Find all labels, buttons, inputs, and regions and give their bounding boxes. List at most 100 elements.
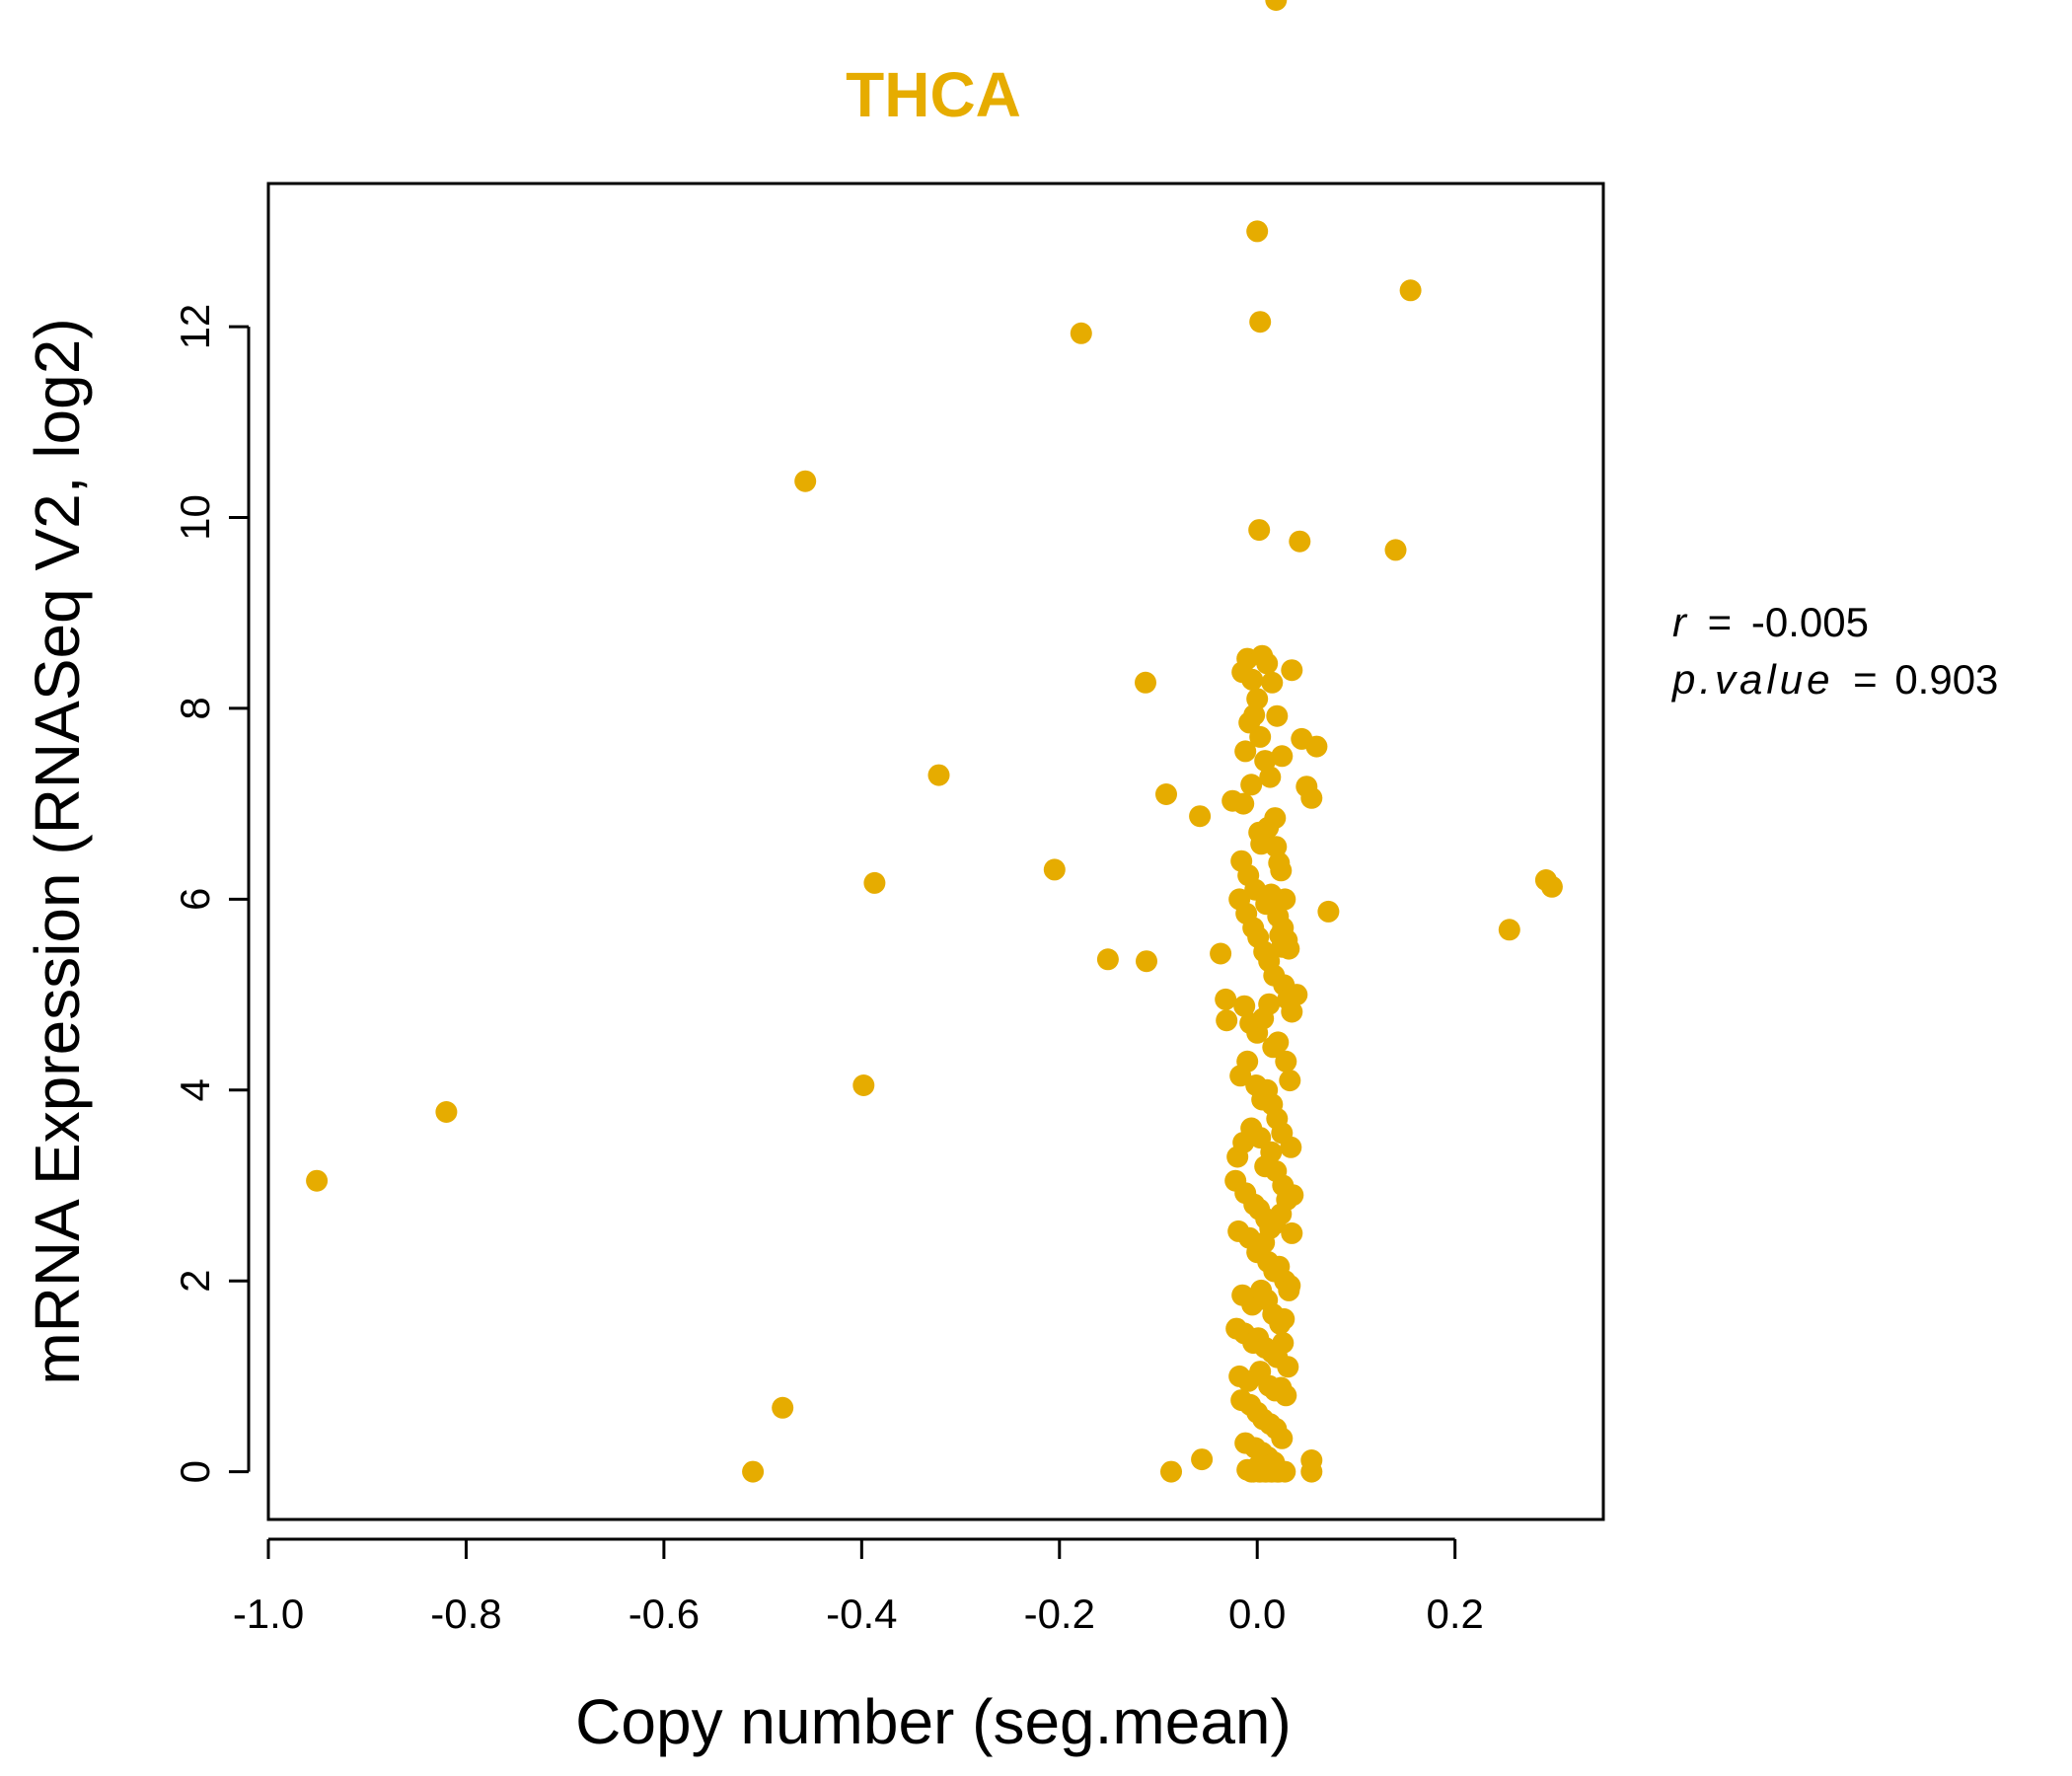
data-point <box>1243 703 1266 726</box>
data-point <box>1265 0 1288 11</box>
data-point <box>1155 783 1177 805</box>
r-equals: = <box>1708 599 1733 645</box>
y-tick-label: 10 <box>172 494 218 541</box>
data-point <box>1257 816 1280 839</box>
data-point <box>1240 774 1263 796</box>
p-value-stat: p.value = 0.903 <box>1670 656 1998 703</box>
data-point <box>1246 688 1269 710</box>
data-point <box>1277 1356 1299 1378</box>
data-point <box>1160 1460 1182 1483</box>
data-point <box>1249 311 1272 333</box>
correlation-stats: r = -0.005 p.value = 0.903 <box>1670 599 1998 703</box>
data-point <box>1253 1231 1276 1254</box>
x-tick-label: -0.8 <box>430 1591 501 1637</box>
data-point <box>927 764 950 786</box>
data-point <box>1043 858 1066 881</box>
data-point <box>1233 995 1256 1017</box>
points-layer <box>306 0 1563 1483</box>
data-point <box>1281 659 1303 682</box>
data-point <box>1300 786 1323 809</box>
r-stat: r = -0.005 <box>1672 599 1869 645</box>
data-point <box>1498 919 1520 941</box>
data-point <box>1234 740 1257 763</box>
data-point <box>1070 322 1092 344</box>
p-value: 0.903 <box>1894 656 1998 703</box>
data-point <box>1236 1050 1259 1073</box>
data-point <box>1246 220 1269 243</box>
x-tick-label: -0.6 <box>629 1591 700 1637</box>
y-tick-label: 4 <box>172 1078 218 1101</box>
data-point <box>1540 875 1563 898</box>
data-point <box>1215 988 1237 1010</box>
data-point <box>1281 1221 1303 1244</box>
data-point <box>306 1169 329 1192</box>
data-point <box>1261 1460 1284 1483</box>
data-point <box>1254 750 1277 773</box>
data-point <box>1266 704 1289 727</box>
data-point <box>1279 1070 1301 1092</box>
data-point <box>1399 279 1422 302</box>
data-point <box>1096 948 1119 971</box>
data-point <box>1250 833 1273 855</box>
y-axis-label: mRNA Expression (RNASeq V2, log2) <box>22 318 93 1384</box>
data-point <box>1249 725 1272 748</box>
data-point <box>1276 1189 1298 1211</box>
data-point <box>1260 883 1283 906</box>
data-point <box>1271 745 1294 768</box>
data-point <box>435 1101 458 1123</box>
data-point <box>772 1396 794 1419</box>
data-point <box>1210 942 1232 965</box>
data-point <box>1275 1384 1297 1407</box>
x-tick-label: 0.0 <box>1228 1591 1286 1637</box>
data-point <box>1258 993 1281 1015</box>
plot-frame <box>266 182 1605 1521</box>
data-point <box>1280 1136 1302 1158</box>
x-tick-label: -0.2 <box>1024 1591 1095 1637</box>
y-tick-label: 2 <box>172 1270 218 1293</box>
data-point <box>1269 925 1292 947</box>
x-axis: -1.0 -0.8 -0.6 -0.4 -0.2 0.0 0.2 <box>233 1537 1484 1637</box>
y-axis: 0 2 4 6 8 10 12 <box>172 304 251 1483</box>
data-point <box>1241 668 1264 691</box>
data-point <box>1260 1141 1283 1163</box>
r-label: r <box>1672 599 1688 645</box>
data-point <box>1256 652 1279 675</box>
data-point <box>794 470 817 492</box>
data-point <box>1232 792 1255 815</box>
y-tick-label: 12 <box>172 304 218 350</box>
data-point <box>1273 1307 1295 1330</box>
data-point <box>1317 900 1340 923</box>
data-point <box>1384 539 1407 561</box>
y-tick-label: 0 <box>172 1460 218 1483</box>
data-point <box>1248 519 1271 542</box>
data-point <box>1278 1279 1300 1301</box>
data-point <box>1136 950 1157 973</box>
p-equals: = <box>1853 656 1878 703</box>
data-point <box>1135 671 1156 694</box>
x-axis-label: Copy number (seg.mean) <box>575 1686 1292 1757</box>
data-point <box>1305 735 1328 758</box>
data-point <box>863 871 886 894</box>
data-point <box>852 1074 875 1096</box>
data-point <box>1216 1009 1238 1032</box>
y-tick-label: 6 <box>172 888 218 911</box>
r-value: -0.005 <box>1751 599 1869 645</box>
data-point <box>1189 805 1212 828</box>
x-tick-label: 0.2 <box>1426 1591 1483 1637</box>
data-point <box>1275 1050 1297 1073</box>
y-tick-label: 8 <box>172 697 218 719</box>
x-tick-label: -0.4 <box>826 1591 897 1637</box>
p-label: p.value <box>1670 656 1833 703</box>
data-point <box>1259 766 1282 788</box>
x-tick-label: -1.0 <box>233 1591 304 1637</box>
data-point <box>1191 1448 1214 1471</box>
data-point <box>1261 671 1284 694</box>
data-point <box>1272 1332 1295 1355</box>
data-point <box>1277 988 1299 1010</box>
data-point <box>1289 530 1311 553</box>
chart-title: THCA <box>846 59 1021 130</box>
data-point <box>1271 1427 1294 1449</box>
data-point <box>1270 859 1293 882</box>
data-point <box>742 1460 765 1483</box>
